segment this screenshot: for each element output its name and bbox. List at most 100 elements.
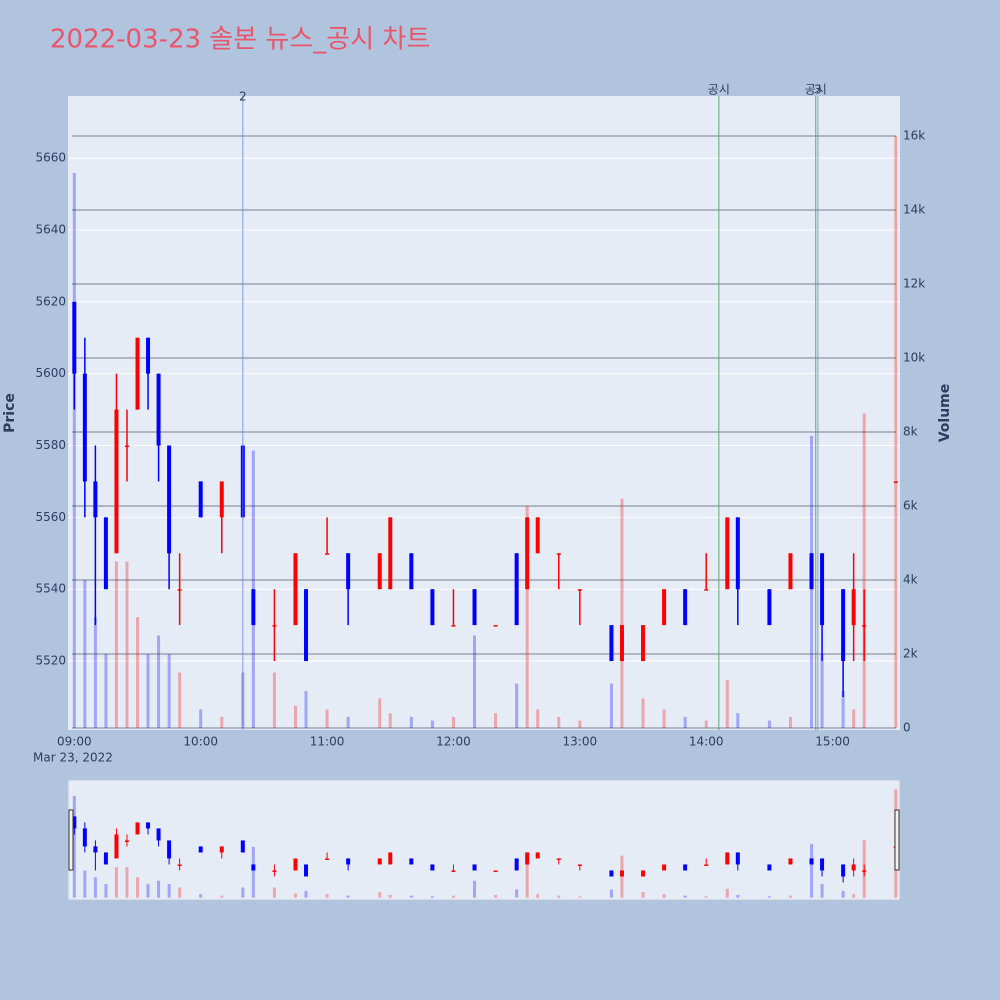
slider-volume-bar [810, 844, 814, 898]
volume-bar [862, 413, 866, 729]
slider-candle-body [767, 864, 772, 871]
slider-volume-bar [114, 867, 118, 898]
candle-body [735, 517, 740, 590]
slider-volume-bar [820, 884, 824, 898]
volume-bar [820, 654, 824, 729]
slider-volume-bar [620, 855, 624, 898]
slider-volume-bar [157, 880, 161, 898]
slider-volume-bar [609, 889, 613, 898]
volume-bar [525, 506, 529, 729]
slider-handle [894, 809, 900, 871]
slider-volume-bar [841, 890, 845, 898]
candle-body [841, 589, 846, 662]
slider-candle-body [735, 852, 740, 865]
candle-body [219, 481, 224, 518]
y2-tick-label: 12k [903, 276, 925, 290]
candle-body [293, 553, 298, 626]
slider-volume-bar [93, 877, 97, 898]
y2-tick-label: 8k [903, 424, 918, 438]
volume-bar [683, 716, 687, 729]
slider-volume-bar [146, 884, 150, 898]
volume-bar [167, 654, 171, 729]
candle-body [577, 589, 582, 591]
volume-bar [609, 683, 613, 729]
volume-bar [494, 713, 498, 729]
slider-candle-body [841, 864, 846, 877]
slider-candle-body [662, 864, 667, 871]
candle-body [304, 589, 309, 662]
volume-bar [451, 716, 455, 729]
candle-body [893, 481, 898, 483]
slider-candle-body [472, 864, 477, 871]
slider-volume-bar [683, 895, 687, 898]
slider-candle-body [641, 870, 646, 877]
y2-tick-label: 4k [903, 573, 918, 587]
slider-volume-bar [346, 895, 350, 898]
candle-body [177, 589, 182, 591]
x-tick-label: 14:00 [689, 735, 724, 749]
y-tick-label: 5580 [35, 438, 66, 452]
x-tick-label: 11:00 [310, 735, 345, 749]
slider-candle-body [272, 870, 277, 872]
volume-bar [725, 679, 729, 729]
volume-bar [578, 720, 582, 729]
slider-candle-body [251, 864, 256, 871]
volume-bar [72, 172, 76, 729]
candle-body [346, 553, 351, 590]
volume-bar [93, 617, 97, 729]
candle-body [862, 625, 867, 627]
y2-tick-label: 14k [903, 202, 925, 216]
slider-candle-body [346, 858, 351, 865]
y2-tick-label: 16k [903, 128, 925, 142]
slider-candle-body [704, 864, 709, 866]
range-slider[interactable] [67, 779, 901, 901]
slider-volume-bar [72, 796, 76, 898]
slider-candle-body [167, 840, 172, 859]
slider-volume-bar [378, 892, 382, 898]
y2-tick-label: 2k [903, 647, 918, 661]
y-axis-title: Price [2, 393, 18, 433]
volume-bar [346, 716, 350, 729]
slider-volume-bar [725, 888, 729, 898]
x-tick-label: 10:00 [183, 735, 218, 749]
slider-candle-body [619, 870, 624, 877]
slider-volume-bar [430, 896, 434, 898]
y-tick-label: 5600 [35, 366, 66, 380]
slider-volume-bar [578, 896, 582, 898]
volume-bar [894, 135, 898, 729]
volume-bar [325, 709, 329, 729]
y2-tick-label: 0 [903, 721, 911, 735]
slider-candle-body [325, 858, 330, 860]
slider-volume-bar [641, 892, 645, 898]
volume-bar [767, 720, 771, 729]
slider-candle-body [103, 852, 108, 865]
candle-body [704, 589, 709, 591]
slider-volume-bar [557, 895, 561, 898]
slider-volume-bar [293, 893, 297, 898]
volume-bar [409, 716, 413, 729]
slider-volume-bar [220, 895, 224, 898]
y-tick-label: 5560 [35, 510, 66, 524]
slider-volume-bar [494, 894, 498, 898]
slider-volume-bar [525, 857, 529, 898]
slider-volume-bar [136, 877, 140, 898]
slider-candle-body [135, 822, 140, 835]
candle-body [851, 589, 856, 626]
slider-candle-body [430, 864, 435, 871]
candle-body [272, 625, 277, 627]
slider-candle-body [124, 840, 129, 842]
candle-body [146, 337, 151, 374]
slider-candle-body [535, 852, 540, 859]
slider-candle-body [177, 864, 182, 866]
slider-candle-body [809, 858, 814, 865]
slider-volume-bar [736, 894, 740, 898]
volume-bar [536, 709, 540, 729]
volume-bar [852, 709, 856, 729]
slider-candle-body [493, 870, 498, 872]
y-tick-label: 5660 [35, 151, 66, 165]
annotation-label: 공시 [708, 83, 730, 97]
x-tick-label: 12:00 [436, 735, 471, 749]
slider-volume-bar [167, 884, 171, 898]
slider-candle-body [851, 864, 856, 871]
candle-body [409, 553, 414, 590]
